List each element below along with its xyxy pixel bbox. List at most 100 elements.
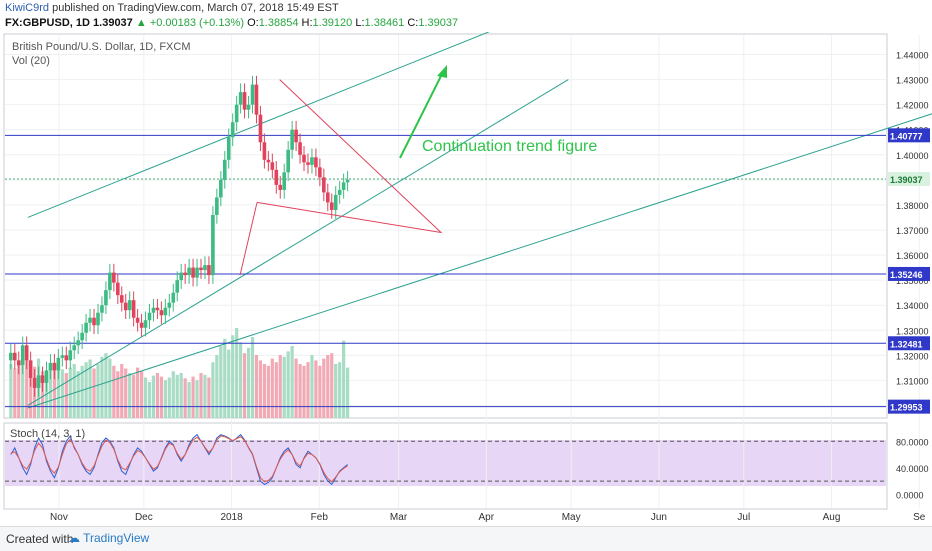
price-tag — [888, 128, 930, 143]
x-tick-label: Se — [913, 512, 926, 523]
high-label: H: — [301, 17, 313, 29]
candle-body — [60, 355, 65, 358]
volume-bar — [29, 373, 33, 418]
candle-body — [167, 302, 172, 308]
volume-bar — [330, 353, 334, 418]
price-tag-label: 1.40777 — [890, 131, 923, 141]
candle-body — [56, 357, 61, 371]
candle-body — [139, 322, 144, 328]
candle-body — [76, 340, 80, 346]
volume-bar — [223, 338, 227, 418]
volume-bar — [286, 351, 290, 418]
annotation-arrow — [399, 69, 445, 159]
candle-body — [64, 355, 69, 361]
volume-bar — [88, 359, 92, 418]
volume-bar — [151, 375, 156, 418]
volume-bar — [278, 355, 282, 418]
price-pane — [3, 33, 888, 419]
candle-body — [306, 162, 310, 165]
low-label: L: — [355, 17, 365, 29]
candle-body — [222, 159, 227, 180]
tradingview-logo[interactable]: ☁ TradingView — [68, 531, 150, 545]
volume-bar — [128, 373, 132, 418]
volume-bar — [143, 377, 148, 418]
x-tick-label: Jun — [651, 512, 667, 523]
stoch-label: Stoch (14, 3, 1) — [10, 428, 85, 440]
close-label: C: — [407, 17, 419, 29]
volume-bar — [124, 368, 128, 418]
volume-bar — [159, 376, 163, 418]
y-tick-label: 1.31000 — [896, 376, 929, 386]
candle-body — [123, 302, 128, 311]
candle-body — [28, 360, 33, 378]
volume-bar — [21, 365, 25, 418]
channel-line — [27, 32, 490, 218]
x-tick-label: May — [562, 512, 581, 523]
volume-bar — [104, 353, 108, 418]
x-tick-label: Nov — [50, 512, 68, 523]
volume-bar — [334, 364, 338, 418]
volume-bar — [96, 364, 100, 418]
volume-bar — [274, 362, 278, 418]
price-chart[interactable]: 1.440001.430001.420001.410001.400001.390… — [0, 32, 932, 542]
candle-body — [175, 280, 180, 293]
volume-bar — [48, 364, 53, 418]
candle-body — [203, 265, 207, 271]
volume-bar — [147, 382, 152, 418]
candle-body — [52, 362, 57, 371]
candle-body — [294, 129, 298, 143]
volume-bar — [231, 335, 235, 418]
candle-body — [274, 169, 279, 185]
candle-body — [44, 370, 49, 383]
price-tag — [888, 171, 930, 186]
symbol-quote-line: FX:GBPUSD, 1D 1.39037 ▲ +0.00183 (+0.13%… — [5, 17, 458, 29]
x-tick-label: Dec — [135, 512, 153, 523]
price-tag-label: 1.32481 — [890, 339, 923, 349]
price-tag — [888, 399, 930, 414]
y-tick-label: 1.33000 — [896, 326, 929, 336]
candle-body — [325, 192, 330, 203]
volume-bar — [116, 371, 120, 418]
volume-bar — [346, 367, 350, 418]
candle-body — [337, 189, 342, 195]
y-tick-label: 1.32000 — [896, 351, 929, 361]
volume-bar — [44, 374, 49, 418]
candle-body — [230, 122, 235, 138]
candle-body — [211, 214, 215, 276]
publish-text: published on TradingView.com, March 07, … — [52, 2, 339, 14]
volume-bar — [294, 358, 298, 418]
candle-body — [72, 345, 77, 351]
volume-bar — [246, 347, 251, 418]
candle-body — [12, 352, 17, 361]
candle-body — [127, 300, 132, 311]
stoch-tick-label: 80.0000 — [896, 437, 929, 447]
volume-bar — [298, 364, 302, 418]
volume-bar — [306, 362, 310, 418]
volume-bar — [254, 355, 259, 418]
candle-body — [270, 162, 275, 170]
price-tag — [888, 266, 930, 281]
volume-bar — [191, 376, 195, 418]
candle-body — [286, 149, 290, 173]
candle-body — [119, 295, 124, 303]
candle-body — [32, 377, 37, 388]
candle-body — [112, 272, 116, 283]
y-tick-label: 1.38000 — [896, 201, 929, 211]
candle-body — [341, 182, 346, 190]
volume-bar — [13, 368, 17, 418]
volume-bar — [227, 349, 231, 418]
low-value: 1.38461 — [364, 17, 405, 29]
stoch-band — [5, 440, 886, 486]
candle-body — [199, 267, 203, 271]
up-arrow-icon: ▲ — [135, 17, 147, 29]
candle-body — [314, 157, 318, 168]
price-tag-label: 1.35246 — [890, 270, 923, 280]
volume-bar — [179, 373, 183, 418]
volume-bar — [211, 362, 215, 418]
price-tag-label: 1.29953 — [890, 403, 923, 413]
high-value: 1.39120 — [312, 17, 353, 29]
volume-bar — [139, 371, 144, 418]
open-label: O: — [247, 17, 259, 29]
username-link[interactable]: KiwiC9rd — [5, 2, 50, 14]
candle-body — [68, 350, 73, 361]
